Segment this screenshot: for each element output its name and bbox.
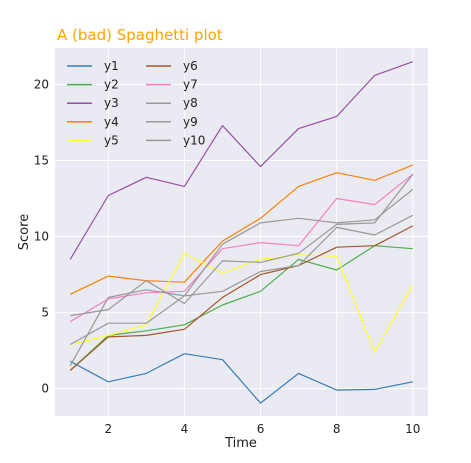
legend-label-y1: y1	[104, 59, 119, 73]
legend-label-y9: y9	[183, 115, 198, 129]
series-lines	[69, 61, 414, 404]
x-tick-label: 6	[257, 422, 265, 436]
series-line-y5	[70, 252, 414, 353]
series-line-y2	[69, 245, 413, 371]
x-axis-label: Time	[224, 436, 257, 451]
x-tick-labels: 2 4 6 8 10	[104, 422, 420, 436]
y-tick-label: 15	[34, 154, 49, 168]
series-line-y4	[69, 164, 414, 295]
legend-label-y8: y8	[183, 96, 198, 110]
series-line-y1	[69, 353, 413, 404]
series-line-y10	[69, 188, 414, 367]
y-axis-label: Score	[17, 214, 32, 250]
legend-label-y2: y2	[104, 78, 119, 92]
y-tick-label: 10	[34, 230, 49, 244]
legend-label-y5: y5	[104, 133, 119, 147]
series-line-y9	[70, 173, 414, 317]
legend: y1 y2 y3 y4 y5 y6 y7 y8 y9 y10	[67, 59, 205, 147]
x-tick-label: 8	[333, 422, 341, 436]
x-tick-label: 2	[104, 422, 112, 436]
y-tick-label: 20	[34, 77, 49, 91]
y-tick-label: 0	[41, 382, 49, 396]
plot-background	[55, 48, 428, 416]
series-line-y8	[69, 214, 414, 346]
x-tick-label: 4	[181, 422, 189, 436]
legend-label-y3: y3	[104, 96, 119, 110]
legend-label-y10: y10	[183, 133, 205, 147]
legend-label-y6: y6	[183, 59, 198, 73]
chart-title: A (bad) Spaghetti plot	[57, 26, 223, 44]
y-tick-labels: 0 5 10 15 20	[34, 77, 49, 395]
series-line-y6	[69, 225, 414, 371]
series-line-y3	[69, 61, 414, 260]
legend-label-y7: y7	[183, 78, 198, 92]
x-tick-label: 10	[405, 422, 420, 436]
legend-label-y4: y4	[104, 115, 119, 129]
y-tick-label: 5	[41, 306, 49, 320]
